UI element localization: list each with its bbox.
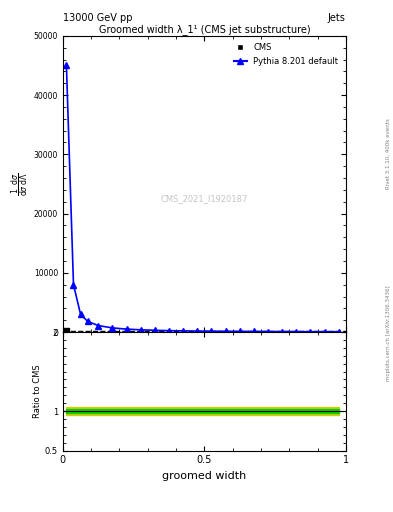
Y-axis label: $\frac{1}{\mathrm{d}\sigma}\frac{\mathrm{d}\sigma}{\mathrm{d}\Lambda}$: $\frac{1}{\mathrm{d}\sigma}\frac{\mathrm…: [9, 172, 31, 196]
Text: mcplots.cern.ch [arXiv:1306.3436]: mcplots.cern.ch [arXiv:1306.3436]: [386, 285, 391, 380]
Text: 13000 GeV pp: 13000 GeV pp: [63, 13, 132, 23]
Text: Jets: Jets: [328, 13, 346, 23]
Legend: CMS, Pythia 8.201 default: CMS, Pythia 8.201 default: [231, 40, 342, 69]
Y-axis label: Ratio to CMS: Ratio to CMS: [33, 365, 42, 418]
Text: Rivet 3.1.10, 400k events: Rivet 3.1.10, 400k events: [386, 118, 391, 189]
Text: CMS_2021_I1920187: CMS_2021_I1920187: [161, 194, 248, 203]
X-axis label: groomed width: groomed width: [162, 471, 246, 481]
Title: Groomed width λ_1¹ (CMS jet substructure): Groomed width λ_1¹ (CMS jet substructure…: [99, 24, 310, 35]
